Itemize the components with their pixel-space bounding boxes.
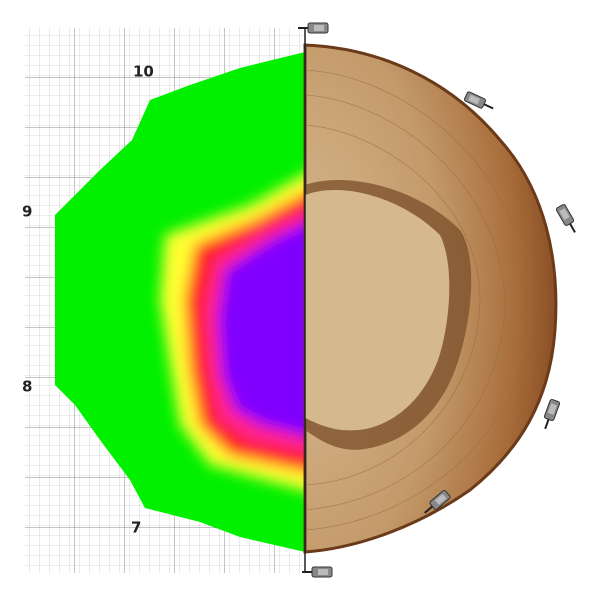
wood-section [303, 43, 558, 554]
grid-label: 10 [133, 63, 154, 81]
grid-label: 9 [22, 203, 32, 221]
velocity-map [55, 52, 305, 552]
grid-label: 7 [131, 519, 141, 537]
grid-label: 8 [22, 378, 32, 396]
